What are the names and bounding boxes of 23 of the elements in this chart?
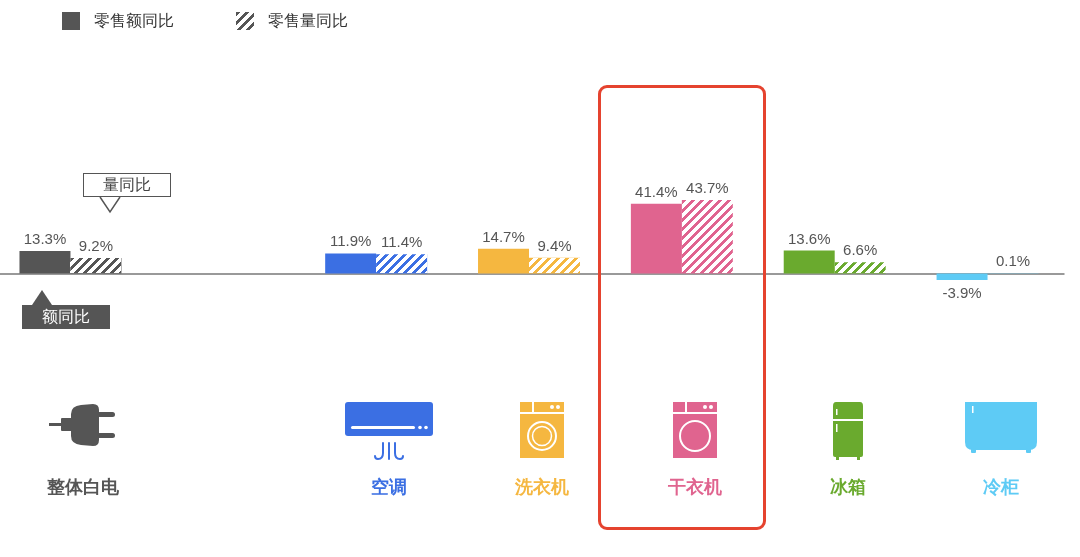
text: 量同比: [82, 172, 171, 197]
text: 额同比: [21, 305, 110, 330]
data-label: 11.4%: [380, 233, 423, 251]
data-label: 0.1%: [995, 252, 1031, 270]
bar: [936, 273, 988, 280]
data-label: 6.6%: [843, 241, 878, 259]
data-label: 9.4%: [537, 236, 572, 254]
data-label: 13.6%: [787, 229, 831, 247]
x-tick-label: 洗衣机: [514, 476, 569, 497]
data-label: 11.9%: [329, 232, 372, 250]
x-tick-label: 冷柜: [982, 476, 1019, 497]
data-label: -3.9%: [942, 284, 982, 301]
x-tick-label: 干衣机: [666, 476, 722, 497]
data-label: 41.4%: [635, 182, 678, 200]
x-tick-label: 整体白电: [46, 476, 121, 497]
x-tick-label: 空调: [371, 476, 408, 497]
legend-label: 零售额同比: [94, 12, 174, 29]
data-label: 43.7%: [686, 179, 729, 196]
legend-label: 零售量同比: [268, 12, 348, 29]
data-label: 14.7%: [482, 227, 525, 245]
data-label: 13.3%: [23, 230, 67, 248]
data-label: 9.2%: [78, 236, 114, 254]
x-tick-label: 冰箱: [829, 476, 866, 497]
